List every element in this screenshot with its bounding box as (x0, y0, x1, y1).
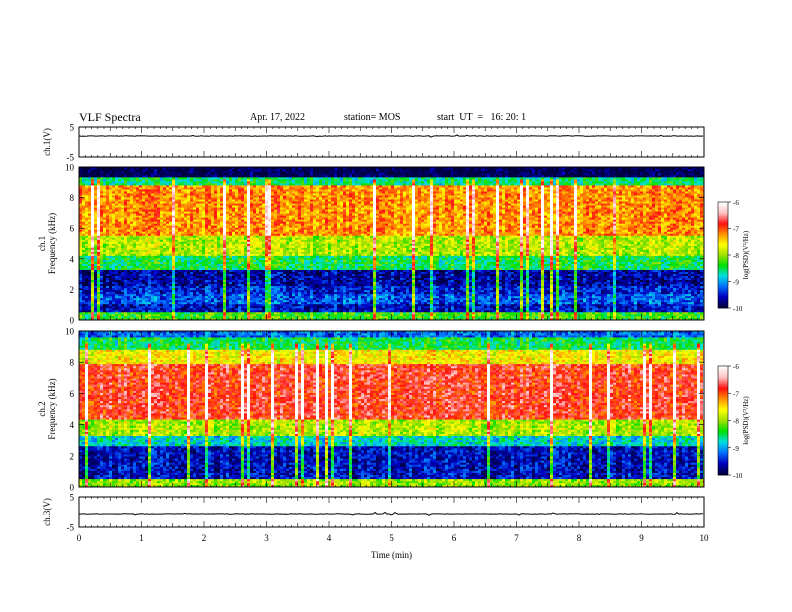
y-tick-label: 6 (70, 389, 75, 399)
date-label: Apr. 17, 2022 (250, 112, 305, 123)
x-tick-label: 6 (452, 533, 457, 543)
y-tick-label: 2 (70, 451, 75, 461)
colorbar-tick-label: -10 (733, 305, 743, 313)
y-tick-label: 8 (70, 193, 75, 203)
x-tick-label: 9 (639, 533, 644, 543)
x-tick-label: 10 (700, 533, 710, 543)
colorbar-tick-label: -7 (733, 226, 739, 234)
x-tick-label: 3 (264, 533, 269, 543)
y-tick-label: 8 (70, 358, 75, 368)
colorbar-tick-label: -6 (733, 363, 739, 371)
y-tick-label: 0 (70, 316, 75, 326)
x-tick-label: 0 (77, 533, 82, 543)
colorbar-tick-label: -8 (733, 252, 739, 260)
start-time-label: start UT = 16: 20: 1 (437, 112, 526, 123)
chart-title: VLF Spectra (79, 110, 141, 125)
y-axis-label: Frequency (kHz) (47, 378, 57, 439)
x-axis-label: Time (min) (371, 550, 412, 560)
y-tick-label: 4 (70, 254, 75, 264)
colorbar-tick-label: -9 (733, 279, 739, 287)
colorbar-tick-label: -6 (733, 199, 739, 207)
colorbar-tick-label: -9 (733, 445, 739, 453)
x-tick-label: 1 (139, 533, 144, 543)
y-axis-label: Frequency (kHz) (47, 213, 57, 274)
spectrogram-image (79, 331, 705, 488)
spectrogram-image (79, 167, 705, 321)
colorbar-tick-label: -7 (733, 390, 739, 398)
waveform-trace (78, 511, 704, 516)
y-tick-label: 6 (70, 224, 75, 234)
colorbar: -6 -7 -8 -9 -10 log(PSD)(V²/Hz) (717, 363, 750, 480)
y-axis-label: ch.3(V) (42, 498, 52, 526)
colorbar: -6 -7 -8 -9 -10 log(PSD)(V²/Hz) (717, 199, 750, 313)
y-tick-label: -5 (67, 523, 75, 533)
x-tick-label: 8 (577, 533, 582, 543)
y-tick-label: 5 (70, 493, 75, 503)
y-axis-label: ch.1(V) (42, 128, 52, 156)
station-label: station= MOS (344, 112, 400, 123)
y-tick-label: 2 (70, 285, 75, 295)
y-tick-label: 0 (70, 483, 75, 493)
colorbar-label: log(PSD)(V²/Hz) (742, 396, 750, 445)
x-tick-label: 5 (389, 533, 394, 543)
waveform-trace (78, 134, 704, 138)
colorbar-tick-label: -8 (733, 418, 739, 426)
x-tick-label: 2 (202, 533, 207, 543)
x-tick-label: 7 (514, 533, 519, 543)
y-tick-label: 4 (70, 420, 75, 430)
y-tick-label: 10 (65, 163, 75, 173)
x-tick-label: 4 (327, 533, 332, 543)
y-tick-label: 5 (70, 123, 75, 133)
y-axis-label: ch.2 (37, 401, 47, 416)
y-tick-label: -5 (67, 153, 75, 163)
y-tick-label: 10 (65, 327, 75, 337)
y-axis-label: ch.1 (37, 236, 47, 251)
colorbar-label: log(PSD)(V²/Hz) (742, 230, 750, 279)
colorbar-tick-label: -10 (733, 472, 743, 480)
